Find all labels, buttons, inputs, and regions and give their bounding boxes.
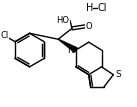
Text: H: H [86, 3, 93, 13]
Polygon shape [58, 39, 77, 52]
Text: S: S [115, 70, 121, 79]
Text: HO: HO [57, 16, 70, 25]
Text: Cl: Cl [98, 3, 107, 13]
Text: O: O [85, 22, 92, 31]
Text: Cl: Cl [0, 31, 8, 40]
Text: N: N [68, 46, 74, 55]
